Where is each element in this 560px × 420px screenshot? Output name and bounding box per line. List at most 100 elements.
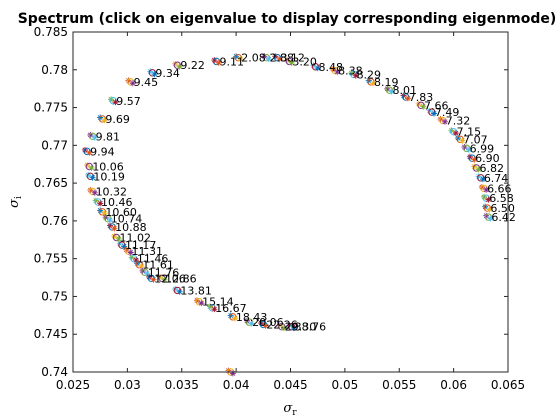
eigenvalue-marker-star[interactable] — [420, 103, 427, 110]
eigenvalue-point[interactable] — [172, 60, 183, 70]
eigenvalue-marker-star[interactable] — [129, 80, 136, 87]
eigenvalue-marker-star[interactable] — [370, 80, 377, 87]
eigenvalue-marker-star[interactable] — [314, 65, 321, 72]
eigenvalue-marker-star[interactable] — [262, 322, 269, 329]
eigenvalue-marker-star[interactable] — [101, 117, 108, 124]
eigenvalue-marker-star[interactable] — [258, 320, 265, 326]
eigenvalue-marker-star[interactable] — [481, 193, 488, 200]
eigenvalue-marker-star[interactable] — [138, 263, 145, 270]
eigenvalue-point[interactable] — [139, 267, 150, 277]
eigenvalue-marker-star[interactable] — [454, 134, 461, 141]
eigenvalue-marker-star[interactable] — [232, 315, 239, 322]
eigenvalue-marker-star[interactable] — [134, 260, 141, 267]
eigenvalue-marker-star[interactable] — [348, 69, 355, 76]
eigenvalue-marker-star[interactable] — [465, 146, 472, 153]
eigenvalue-point[interactable] — [400, 92, 411, 102]
eigenvalue-marker-star[interactable] — [281, 325, 287, 332]
eigenvalue-point[interactable] — [156, 273, 168, 283]
eigenvalue-marker-star[interactable] — [84, 162, 91, 169]
eigenvalue-marker-star[interactable] — [486, 206, 493, 213]
eigenvalue-marker-star[interactable] — [111, 233, 118, 240]
eigenvalue-marker-star[interactable] — [193, 297, 200, 304]
eigenvalue-marker-star[interactable] — [485, 196, 492, 203]
eigenvalue-marker-star[interactable] — [92, 197, 99, 204]
eigenvalue-marker-star[interactable] — [276, 56, 283, 63]
eigenvalue-marker-star[interactable] — [365, 77, 372, 84]
eigenvalue-point[interactable] — [384, 85, 395, 95]
eigenvalue-point[interactable] — [481, 193, 492, 203]
eigenvalue-marker-star[interactable] — [229, 370, 236, 377]
eigenvalue-point[interactable] — [437, 116, 448, 125]
eigenvalue-marker-star[interactable] — [139, 267, 146, 274]
eigenvalue-point[interactable] — [261, 53, 272, 63]
eigenvalue-marker-star[interactable] — [89, 174, 96, 181]
eigenvalue-marker-star[interactable] — [461, 143, 468, 150]
eigenvalue-point[interactable] — [193, 297, 205, 307]
eigenvalue-marker-star[interactable] — [276, 322, 283, 329]
eigenvalue-marker-star[interactable] — [233, 53, 240, 60]
eigenvalue-marker-star[interactable] — [284, 57, 291, 64]
eigenvalue-marker-star[interactable] — [88, 164, 95, 171]
eigenvalue-point[interactable] — [310, 62, 321, 72]
eigenvalue-point[interactable] — [211, 57, 222, 66]
eigenvalue-marker-star[interactable] — [329, 66, 336, 73]
eigenvalue-point[interactable] — [243, 317, 255, 327]
eigenvalue-marker-star[interactable] — [452, 130, 459, 137]
eigenvalue-marker-star[interactable] — [471, 163, 478, 170]
eigenvalue-point[interactable] — [207, 303, 218, 313]
eigenvalue-point[interactable] — [461, 143, 472, 153]
eigenvalue-point[interactable] — [286, 322, 297, 332]
eigenvalue-marker-star[interactable] — [87, 187, 94, 194]
eigenvalue-marker-star[interactable] — [272, 53, 279, 60]
eigenvalue-point[interactable] — [415, 100, 427, 110]
eigenvalue-marker-star[interactable] — [225, 367, 232, 374]
eigenvalue-marker-star[interactable] — [448, 127, 455, 134]
eigenvalue-point[interactable] — [482, 203, 493, 213]
eigenvalue-marker-star[interactable] — [207, 303, 213, 310]
eigenvalue-point[interactable] — [329, 66, 341, 75]
plot-area[interactable] — [73, 32, 508, 372]
eigenvalue-point[interactable] — [106, 222, 118, 232]
eigenvalue-marker-star[interactable] — [107, 217, 113, 224]
eigenvalue-point[interactable] — [97, 207, 108, 217]
eigenvalue-marker-star[interactable] — [147, 68, 154, 75]
eigenvalue-marker-star[interactable] — [441, 118, 448, 125]
eigenvalue-marker-star[interactable] — [482, 203, 489, 210]
eigenvalue-marker-star[interactable] — [475, 173, 482, 180]
eigenvalue-marker-star[interactable] — [112, 99, 119, 106]
eigenvalue-marker-star[interactable] — [172, 60, 179, 67]
eigenvalue-point[interactable] — [276, 322, 287, 332]
eigenvalue-point[interactable] — [258, 320, 269, 329]
eigenvalue-point[interactable] — [123, 246, 134, 256]
eigenvalue-marker-star[interactable] — [198, 300, 205, 307]
eigenvalue-marker-star[interactable] — [459, 137, 466, 144]
eigenvalue-marker-star[interactable] — [91, 189, 98, 196]
eigenvalue-point[interactable] — [147, 68, 158, 78]
eigenvalue-marker-star[interactable] — [101, 210, 108, 217]
eigenvalue-point[interactable] — [483, 212, 494, 222]
eigenvalue-point[interactable] — [172, 286, 183, 295]
eigenvalue-marker-star[interactable] — [288, 59, 295, 66]
eigenvalue-marker-star[interactable] — [108, 96, 115, 103]
eigenvalue-marker-star[interactable] — [133, 257, 140, 264]
eigenvalue-marker-star[interactable] — [146, 273, 153, 280]
eigenvalue-marker-star[interactable] — [102, 214, 109, 221]
eigenvalue-marker-star[interactable] — [487, 215, 494, 222]
eigenvalue-marker-star[interactable] — [415, 100, 422, 107]
eigenvalue-marker-star[interactable] — [121, 243, 128, 250]
eigenvalue-marker-star[interactable] — [211, 306, 218, 313]
eigenvalue-marker-star[interactable] — [310, 62, 317, 69]
eigenvalue-marker-star[interactable] — [151, 71, 158, 78]
eigenvalue-marker-star[interactable] — [243, 317, 250, 324]
eigenvalue-point[interactable] — [233, 53, 244, 63]
eigenvalue-marker-star[interactable] — [176, 63, 183, 70]
eigenvalue-marker-star[interactable] — [172, 286, 179, 292]
eigenvalue-marker-star[interactable] — [106, 222, 113, 229]
eigenvalue-point[interactable] — [475, 173, 487, 183]
eigenvalue-point[interactable] — [426, 107, 438, 117]
eigenvalue-point[interactable] — [111, 233, 122, 242]
eigenvalue-marker-star[interactable] — [227, 312, 234, 319]
eigenvalue-point[interactable] — [227, 312, 239, 322]
eigenvalue-point[interactable] — [128, 254, 140, 264]
eigenvalue-marker-star[interactable] — [265, 56, 272, 63]
